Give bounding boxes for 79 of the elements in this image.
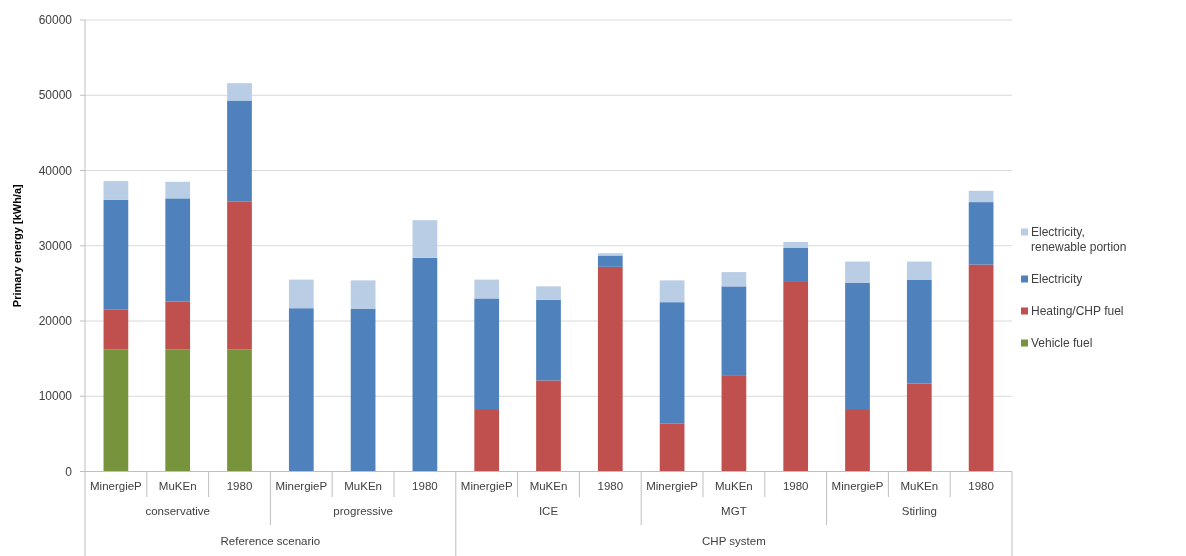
bar [103, 349, 129, 472]
bar [536, 286, 561, 300]
bar [536, 299, 561, 381]
bar [659, 280, 685, 303]
bar [103, 181, 129, 200]
bar [288, 308, 314, 472]
x-tick-label: MuKEn [344, 480, 382, 492]
bar [783, 248, 809, 282]
bar [721, 375, 747, 472]
bar [474, 409, 500, 472]
bar [845, 282, 870, 410]
bar [783, 281, 809, 472]
text: Stirling [901, 505, 937, 517]
bar [597, 266, 623, 472]
bar [906, 279, 932, 384]
text: Reference scenario [220, 535, 321, 547]
text: MGT [721, 505, 747, 517]
bar [227, 83, 252, 101]
bar [659, 423, 685, 472]
bar [474, 298, 500, 410]
legend-label: Vehicle fuel [1031, 336, 1093, 350]
bar [103, 309, 129, 350]
bar [165, 349, 191, 472]
y-axis-title: Primary energy [kWh/a] [11, 183, 23, 308]
bar [968, 264, 994, 472]
bar [227, 349, 252, 472]
bar [165, 301, 191, 350]
bar [165, 181, 191, 199]
bar [845, 261, 870, 283]
bar [968, 202, 994, 265]
bar [103, 199, 129, 310]
x-tick-label: 1980 [412, 480, 438, 492]
y-tick-label: 20000 [38, 314, 73, 328]
bar [412, 220, 438, 258]
bar [350, 308, 376, 472]
legend-label: Heating/CHP fuel [1031, 304, 1124, 318]
y-tick-label: 0 [65, 464, 73, 479]
legend-label: Electricity [1031, 272, 1083, 286]
x-tick-label: MuKEn [158, 480, 197, 492]
x-tick-label: MinergieP [90, 480, 143, 492]
bar [474, 279, 500, 299]
x-tick-label: 1980 [782, 480, 809, 492]
text: progressive [333, 505, 393, 517]
bar [659, 302, 685, 424]
bar [165, 198, 191, 302]
bar [536, 380, 561, 472]
x-tick-label: 1980 [968, 480, 994, 492]
x-tick-label: MinergieP [646, 480, 699, 492]
bar [227, 201, 252, 350]
y-tick-label: 60000 [38, 13, 73, 27]
bar [288, 279, 314, 309]
text: ICE [538, 505, 559, 517]
bar [597, 255, 623, 267]
text: CHP system [702, 535, 766, 547]
text: conservative [145, 505, 210, 517]
x-tick-label: MinergieP [275, 480, 328, 492]
x-tick-label: 1980 [226, 480, 253, 492]
x-tick-label: MinergieP [831, 480, 884, 492]
bar [227, 100, 252, 202]
x-tick-label: MuKEn [715, 480, 753, 492]
bar [412, 257, 438, 472]
y-tick-label: 50000 [38, 88, 73, 103]
x-tick-label: 1980 [597, 480, 624, 492]
bar [597, 253, 623, 256]
x-tick-label: MinergieP [460, 480, 513, 492]
bar [721, 286, 747, 376]
legend-label: Electricity, renewable portion [1031, 225, 1127, 254]
y-tick-label: 40000 [38, 163, 73, 178]
bar [721, 272, 747, 287]
y-tick-label: 30000 [38, 238, 73, 253]
x-tick-label: MuKEn [529, 480, 568, 492]
y-tick-label: 10000 [38, 389, 73, 404]
x-tick-label: MuKEn [900, 480, 939, 492]
bar [906, 261, 932, 280]
bar [906, 383, 932, 472]
bar [845, 409, 870, 472]
bar [968, 190, 994, 203]
bar [783, 241, 809, 249]
bar [350, 280, 376, 309]
